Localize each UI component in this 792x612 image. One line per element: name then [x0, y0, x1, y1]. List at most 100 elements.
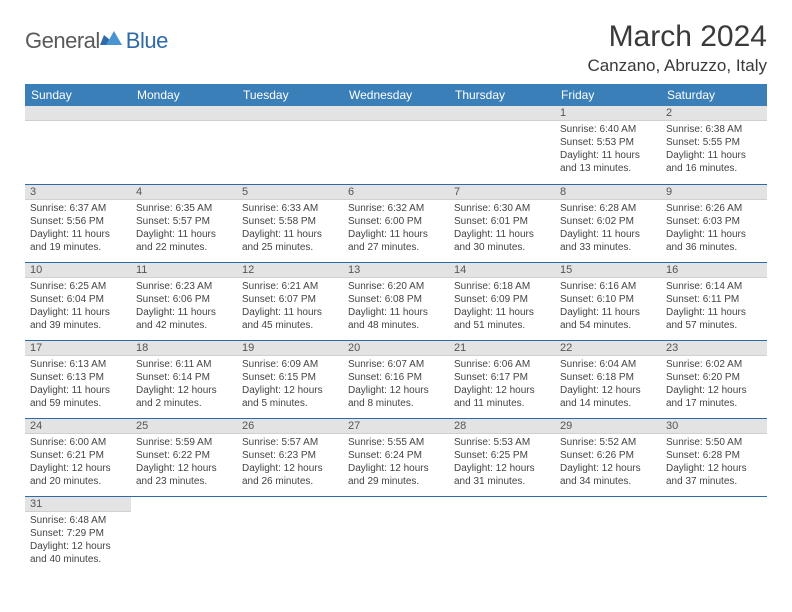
calendar-day-cell: 29Sunrise: 5:52 AMSunset: 6:26 PMDayligh… [555, 418, 661, 496]
day-details: Sunrise: 6:06 AMSunset: 6:17 PMDaylight:… [449, 356, 555, 412]
day-number: 20 [343, 341, 449, 356]
day-details: Sunrise: 6:16 AMSunset: 6:10 PMDaylight:… [555, 278, 661, 334]
day-number: 21 [449, 341, 555, 356]
calendar-day-cell: 30Sunrise: 5:50 AMSunset: 6:28 PMDayligh… [661, 418, 767, 496]
month-title: March 2024 [587, 20, 767, 54]
day-number: 11 [131, 263, 237, 278]
calendar-day-cell [131, 496, 237, 574]
day-number: 9 [661, 185, 767, 200]
day-details: Sunrise: 6:26 AMSunset: 6:03 PMDaylight:… [661, 200, 767, 256]
day-number: 22 [555, 341, 661, 356]
day-details: Sunrise: 6:35 AMSunset: 5:57 PMDaylight:… [131, 200, 237, 256]
day-number: 1 [555, 106, 661, 121]
day-number: 19 [237, 341, 343, 356]
calendar-week-row: 31Sunrise: 6:48 AMSunset: 7:29 PMDayligh… [25, 496, 767, 574]
day-details: Sunrise: 6:23 AMSunset: 6:06 PMDaylight:… [131, 278, 237, 334]
day-number: 24 [25, 419, 131, 434]
weekday-header: Thursday [449, 84, 555, 106]
calendar-day-cell: 21Sunrise: 6:06 AMSunset: 6:17 PMDayligh… [449, 340, 555, 418]
calendar-day-cell [449, 106, 555, 184]
day-number: 29 [555, 419, 661, 434]
calendar-day-cell [131, 106, 237, 184]
day-number: 23 [661, 341, 767, 356]
day-details: Sunrise: 6:32 AMSunset: 6:00 PMDaylight:… [343, 200, 449, 256]
empty-day [131, 106, 237, 121]
calendar-day-cell: 16Sunrise: 6:14 AMSunset: 6:11 PMDayligh… [661, 262, 767, 340]
weekday-header: Tuesday [237, 84, 343, 106]
day-details: Sunrise: 6:04 AMSunset: 6:18 PMDaylight:… [555, 356, 661, 412]
day-details: Sunrise: 6:28 AMSunset: 6:02 PMDaylight:… [555, 200, 661, 256]
logo-text-general: General [25, 28, 100, 54]
day-details: Sunrise: 6:02 AMSunset: 6:20 PMDaylight:… [661, 356, 767, 412]
day-number: 30 [661, 419, 767, 434]
day-number: 12 [237, 263, 343, 278]
calendar-day-cell: 4Sunrise: 6:35 AMSunset: 5:57 PMDaylight… [131, 184, 237, 262]
day-details: Sunrise: 6:00 AMSunset: 6:21 PMDaylight:… [25, 434, 131, 490]
calendar-day-cell: 2Sunrise: 6:38 AMSunset: 5:55 PMDaylight… [661, 106, 767, 184]
calendar-day-cell: 11Sunrise: 6:23 AMSunset: 6:06 PMDayligh… [131, 262, 237, 340]
weekday-header: Friday [555, 84, 661, 106]
day-number: 10 [25, 263, 131, 278]
calendar-day-cell: 31Sunrise: 6:48 AMSunset: 7:29 PMDayligh… [25, 496, 131, 574]
calendar-day-cell: 6Sunrise: 6:32 AMSunset: 6:00 PMDaylight… [343, 184, 449, 262]
day-details: Sunrise: 6:33 AMSunset: 5:58 PMDaylight:… [237, 200, 343, 256]
empty-day [343, 106, 449, 121]
logo-text-blue: Blue [126, 28, 168, 54]
day-number: 2 [661, 106, 767, 121]
calendar-day-cell: 26Sunrise: 5:57 AMSunset: 6:23 PMDayligh… [237, 418, 343, 496]
calendar-day-cell: 17Sunrise: 6:13 AMSunset: 6:13 PMDayligh… [25, 340, 131, 418]
day-details: Sunrise: 6:13 AMSunset: 6:13 PMDaylight:… [25, 356, 131, 412]
day-details: Sunrise: 6:07 AMSunset: 6:16 PMDaylight:… [343, 356, 449, 412]
calendar-day-cell: 8Sunrise: 6:28 AMSunset: 6:02 PMDaylight… [555, 184, 661, 262]
calendar-day-cell [237, 106, 343, 184]
empty-day [449, 106, 555, 121]
calendar-day-cell: 10Sunrise: 6:25 AMSunset: 6:04 PMDayligh… [25, 262, 131, 340]
day-number: 8 [555, 185, 661, 200]
calendar-week-row: 3Sunrise: 6:37 AMSunset: 5:56 PMDaylight… [25, 184, 767, 262]
calendar-day-cell: 5Sunrise: 6:33 AMSunset: 5:58 PMDaylight… [237, 184, 343, 262]
day-number: 31 [25, 497, 131, 512]
calendar-day-cell: 23Sunrise: 6:02 AMSunset: 6:20 PMDayligh… [661, 340, 767, 418]
day-number: 17 [25, 341, 131, 356]
calendar-day-cell [237, 496, 343, 574]
day-number: 14 [449, 263, 555, 278]
calendar-week-row: 1Sunrise: 6:40 AMSunset: 5:53 PMDaylight… [25, 106, 767, 184]
day-number: 15 [555, 263, 661, 278]
weekday-header: Wednesday [343, 84, 449, 106]
day-number: 4 [131, 185, 237, 200]
calendar-day-cell: 3Sunrise: 6:37 AMSunset: 5:56 PMDaylight… [25, 184, 131, 262]
calendar-day-cell: 15Sunrise: 6:16 AMSunset: 6:10 PMDayligh… [555, 262, 661, 340]
day-number: 7 [449, 185, 555, 200]
day-number: 28 [449, 419, 555, 434]
day-details: Sunrise: 5:50 AMSunset: 6:28 PMDaylight:… [661, 434, 767, 490]
calendar-day-cell: 18Sunrise: 6:11 AMSunset: 6:14 PMDayligh… [131, 340, 237, 418]
header: General Blue March 2024 Canzano, Abruzzo… [25, 20, 767, 76]
day-details: Sunrise: 5:53 AMSunset: 6:25 PMDaylight:… [449, 434, 555, 490]
calendar-day-cell: 24Sunrise: 6:00 AMSunset: 6:21 PMDayligh… [25, 418, 131, 496]
calendar-day-cell: 1Sunrise: 6:40 AMSunset: 5:53 PMDaylight… [555, 106, 661, 184]
day-number: 5 [237, 185, 343, 200]
calendar-day-cell: 25Sunrise: 5:59 AMSunset: 6:22 PMDayligh… [131, 418, 237, 496]
day-number: 25 [131, 419, 237, 434]
calendar-day-cell: 13Sunrise: 6:20 AMSunset: 6:08 PMDayligh… [343, 262, 449, 340]
calendar-week-row: 17Sunrise: 6:13 AMSunset: 6:13 PMDayligh… [25, 340, 767, 418]
calendar-day-cell [343, 496, 449, 574]
calendar-day-cell: 14Sunrise: 6:18 AMSunset: 6:09 PMDayligh… [449, 262, 555, 340]
calendar-week-row: 24Sunrise: 6:00 AMSunset: 6:21 PMDayligh… [25, 418, 767, 496]
weekday-header: Sunday [25, 84, 131, 106]
logo: General Blue [25, 28, 168, 54]
day-number: 6 [343, 185, 449, 200]
flag-icon [100, 29, 124, 52]
calendar-day-cell [449, 496, 555, 574]
calendar-day-cell: 9Sunrise: 6:26 AMSunset: 6:03 PMDaylight… [661, 184, 767, 262]
day-details: Sunrise: 6:18 AMSunset: 6:09 PMDaylight:… [449, 278, 555, 334]
empty-day [237, 106, 343, 121]
day-details: Sunrise: 5:59 AMSunset: 6:22 PMDaylight:… [131, 434, 237, 490]
day-details: Sunrise: 6:38 AMSunset: 5:55 PMDaylight:… [661, 121, 767, 177]
calendar-day-cell: 27Sunrise: 5:55 AMSunset: 6:24 PMDayligh… [343, 418, 449, 496]
calendar-day-cell [661, 496, 767, 574]
day-details: Sunrise: 6:48 AMSunset: 7:29 PMDaylight:… [25, 512, 131, 568]
calendar-day-cell: 20Sunrise: 6:07 AMSunset: 6:16 PMDayligh… [343, 340, 449, 418]
weekday-header: Saturday [661, 84, 767, 106]
day-details: Sunrise: 6:21 AMSunset: 6:07 PMDaylight:… [237, 278, 343, 334]
